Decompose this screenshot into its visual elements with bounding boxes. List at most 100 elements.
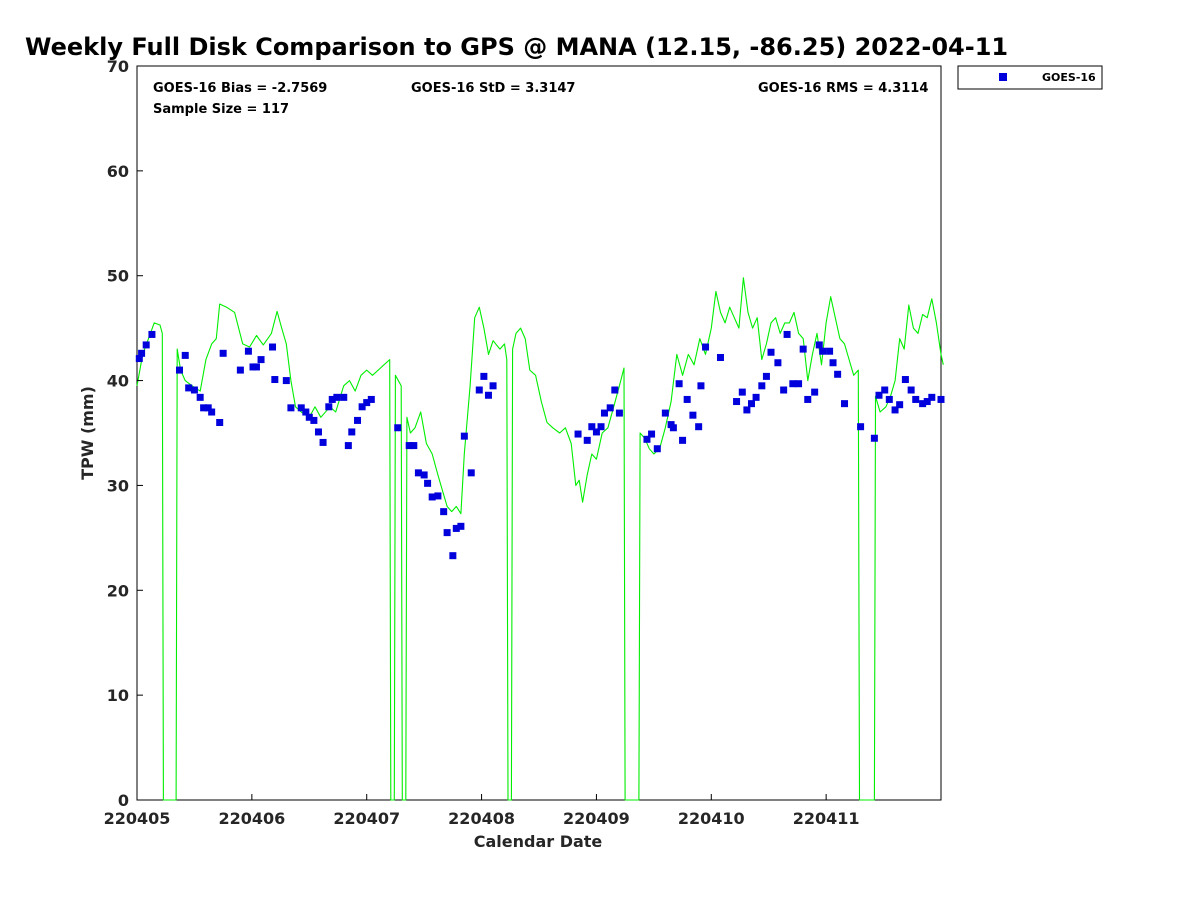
goes-point	[319, 438, 327, 446]
goes-point	[363, 399, 371, 407]
goes-point	[271, 376, 279, 384]
legend-entry-goes: GOES-16	[1042, 71, 1096, 84]
goes-point	[200, 404, 208, 412]
goes-point	[716, 354, 724, 362]
goes-point	[196, 393, 204, 401]
gps-series	[136, 277, 944, 801]
goes-point	[881, 386, 889, 394]
goes-point	[829, 359, 837, 367]
goes-point	[600, 409, 608, 417]
y-tick-label: 50	[107, 267, 129, 286]
goes-point	[244, 347, 252, 355]
goes-point	[236, 366, 244, 374]
goes-point	[774, 359, 782, 367]
goes-point	[449, 552, 457, 560]
goes-point	[875, 391, 883, 399]
goes-point	[695, 423, 703, 431]
goes-point	[420, 471, 428, 479]
x-tick-label: 220410	[678, 809, 745, 828]
goes-point	[804, 395, 812, 403]
goes-point	[733, 398, 741, 406]
goes-point	[410, 442, 418, 450]
goes-point	[305, 413, 313, 421]
goes-point	[747, 400, 755, 408]
goes-point	[204, 404, 212, 412]
y-tick-label: 60	[107, 162, 129, 181]
goes-point	[643, 435, 651, 443]
goes-point	[669, 424, 677, 432]
goes-point	[216, 419, 224, 427]
goes-point	[181, 351, 189, 359]
goes-point	[269, 343, 277, 351]
y-axis: 0 10 20 30 40 50 60 70	[107, 57, 143, 810]
goes-point	[287, 404, 295, 412]
plot-area	[136, 65, 942, 801]
goes-point	[795, 380, 803, 388]
goes-point	[870, 434, 878, 442]
goes-point	[653, 445, 661, 453]
goes-point	[424, 479, 432, 487]
sample-size-stat: Sample Size = 117	[153, 102, 289, 117]
goes-point	[257, 356, 265, 364]
x-tick-label: 220409	[563, 809, 630, 828]
goes-point	[815, 341, 823, 349]
goes-point	[328, 395, 336, 403]
goes-point	[190, 386, 198, 394]
goes-point	[148, 330, 156, 338]
goes-point	[885, 395, 893, 403]
goes-point	[142, 341, 150, 349]
goes-point	[310, 416, 318, 424]
goes-point	[333, 393, 341, 401]
goes-point	[489, 382, 497, 390]
chart-title: Weekly Full Disk Comparison to GPS @ MAN…	[25, 33, 1008, 61]
goes-point	[683, 395, 691, 403]
goes-point	[606, 404, 614, 412]
goes-point	[762, 372, 770, 380]
goes-point	[661, 409, 669, 417]
goes-point	[340, 393, 348, 401]
goes-point	[841, 400, 849, 408]
goes-point	[799, 345, 807, 353]
goes-point	[697, 382, 705, 390]
goes-point	[919, 400, 927, 408]
goes-point	[394, 424, 402, 432]
goes-point	[588, 423, 596, 431]
y-tick-label: 30	[107, 476, 129, 495]
x-axis-label: Calendar Date	[474, 832, 603, 851]
goes-point	[297, 404, 305, 412]
goes-point	[574, 430, 582, 438]
goes-point	[689, 411, 697, 419]
goes-point	[896, 401, 904, 409]
goes-point	[907, 386, 915, 394]
legend: GOES-16	[957, 65, 1103, 90]
goes-point	[185, 384, 193, 392]
rms-stat: GOES-16 RMS = 4.3114	[758, 81, 928, 96]
goes-point	[758, 382, 766, 390]
goes-point	[460, 432, 468, 440]
goes-point	[743, 406, 751, 414]
y-tick-label: 0	[118, 791, 129, 810]
goes-point	[302, 408, 310, 416]
goes-point	[354, 416, 362, 424]
goes-point	[912, 395, 920, 403]
goes-point	[780, 386, 788, 394]
goes-point	[434, 492, 442, 500]
legend-marker-goes	[999, 73, 1007, 81]
goes-point	[443, 529, 451, 537]
goes-point	[789, 380, 797, 388]
goes-point	[752, 393, 760, 401]
goes-point	[467, 469, 475, 477]
goes-point	[475, 386, 483, 394]
y-tick-label: 20	[107, 581, 129, 600]
goes-point	[648, 430, 656, 438]
goes-point	[314, 428, 322, 436]
goes-point	[367, 395, 375, 403]
goes-point	[219, 349, 227, 357]
bias-stat: GOES-16 Bias = -2.7569	[153, 81, 327, 96]
goes-point	[405, 442, 413, 450]
goes-point	[252, 363, 260, 371]
goes-point	[348, 428, 356, 436]
goes-point	[783, 330, 791, 338]
gps-line	[136, 277, 944, 801]
x-tick-label: 220406	[218, 809, 285, 828]
